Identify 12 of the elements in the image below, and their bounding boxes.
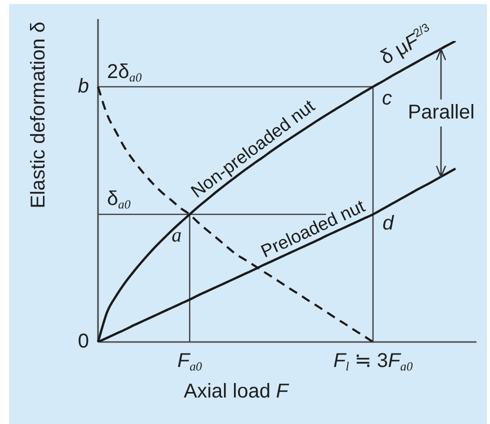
annotation: c — [382, 87, 392, 110]
annotation: a — [172, 224, 182, 247]
x-tick-label: F$_{a0}$ — [177, 350, 202, 374]
text: 0 — [78, 330, 89, 354]
x-tick-label: F$_{l}$ ≒ 3F$_{a0}$ — [333, 350, 413, 374]
annotation: d — [382, 212, 394, 235]
ref-line-label: δ$_{a0}$ — [107, 188, 131, 212]
text: b — [78, 75, 89, 98]
y-axis-title: Elastic deformation δ — [28, 22, 50, 208]
annotation: Parallel — [408, 101, 475, 124]
ref-line-label: 2δ$_{a0}$ — [107, 60, 142, 84]
x-axis-title: Axial load F — [184, 380, 288, 404]
